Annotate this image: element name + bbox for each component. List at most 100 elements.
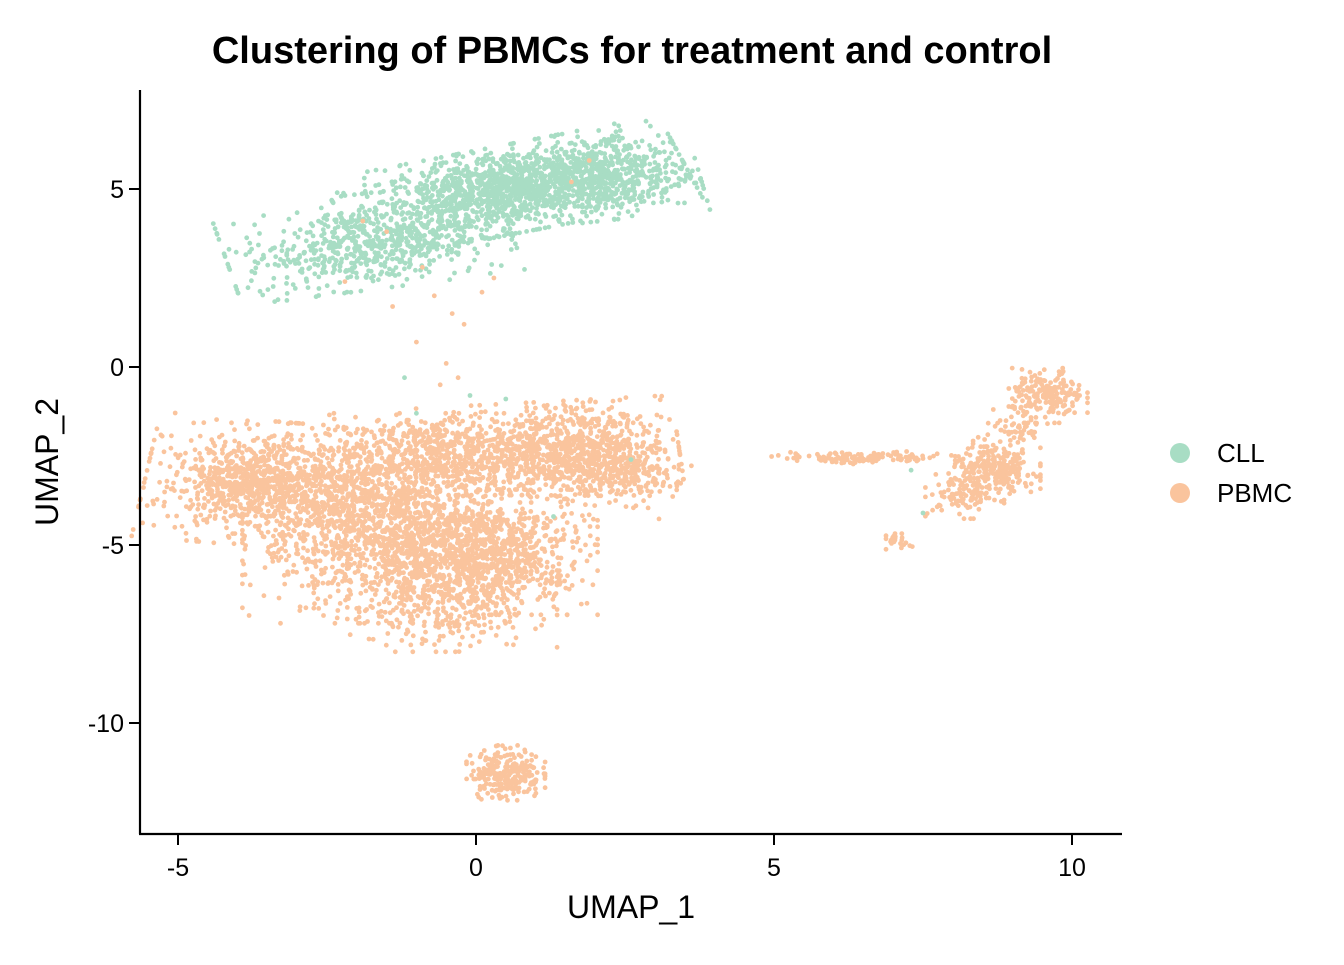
data-point bbox=[616, 123, 622, 129]
data-point bbox=[321, 613, 326, 618]
data-point bbox=[295, 234, 301, 240]
data-point bbox=[474, 185, 479, 191]
data-point bbox=[614, 186, 620, 192]
data-point bbox=[620, 166, 626, 172]
data-point bbox=[575, 168, 580, 174]
data-point bbox=[510, 186, 515, 191]
data-point bbox=[325, 581, 331, 586]
data-point bbox=[236, 440, 242, 446]
data-point bbox=[403, 161, 409, 167]
data-point bbox=[294, 551, 299, 556]
data-point bbox=[222, 439, 228, 445]
data-point bbox=[561, 195, 567, 200]
data-point bbox=[482, 236, 488, 241]
data-point bbox=[332, 262, 338, 267]
data-point bbox=[597, 200, 603, 205]
data-point bbox=[449, 237, 455, 243]
data-point bbox=[575, 203, 581, 209]
data-point bbox=[620, 135, 625, 141]
data-point bbox=[273, 254, 279, 260]
data-point bbox=[495, 160, 500, 166]
data-point bbox=[304, 230, 310, 236]
data-point bbox=[508, 247, 514, 252]
data-point bbox=[480, 156, 485, 162]
data-point bbox=[426, 204, 432, 210]
data-point bbox=[392, 273, 398, 278]
data-point bbox=[346, 235, 352, 241]
data-point bbox=[230, 531, 236, 536]
data-point bbox=[407, 257, 413, 262]
data-point bbox=[446, 233, 451, 238]
data-point bbox=[401, 484, 406, 489]
data-point bbox=[456, 192, 462, 197]
data-point bbox=[330, 556, 336, 562]
data-point bbox=[387, 600, 392, 606]
data-point bbox=[335, 588, 341, 594]
data-point bbox=[252, 478, 258, 484]
data-point bbox=[267, 478, 272, 484]
data-point bbox=[290, 446, 296, 452]
data-point bbox=[271, 533, 276, 539]
data-point bbox=[472, 246, 478, 252]
data-point bbox=[478, 233, 484, 238]
data-point bbox=[320, 580, 326, 586]
data-point bbox=[603, 201, 608, 207]
data-point bbox=[294, 515, 300, 520]
data-point bbox=[586, 200, 592, 206]
data-point bbox=[507, 226, 513, 232]
data-point bbox=[399, 550, 404, 556]
data-point bbox=[490, 156, 496, 162]
data-point bbox=[253, 513, 258, 519]
data-point bbox=[291, 243, 297, 249]
data-point bbox=[563, 201, 569, 207]
data-point bbox=[244, 512, 250, 518]
data-point bbox=[214, 505, 220, 510]
data-point bbox=[537, 226, 543, 232]
data-point bbox=[337, 211, 342, 217]
data-point bbox=[274, 450, 280, 455]
data-point bbox=[663, 186, 669, 191]
data-point bbox=[242, 572, 248, 577]
data-point bbox=[397, 162, 403, 168]
data-point bbox=[479, 227, 484, 233]
data-point bbox=[212, 516, 218, 521]
data-point bbox=[384, 256, 390, 261]
data-point bbox=[632, 192, 638, 198]
data-point bbox=[449, 247, 455, 252]
data-point bbox=[479, 178, 484, 184]
data-point bbox=[570, 220, 576, 225]
data-point bbox=[397, 476, 402, 482]
data-point bbox=[536, 183, 542, 189]
data-point bbox=[335, 250, 340, 256]
data-point bbox=[323, 270, 329, 275]
data-point bbox=[700, 194, 705, 200]
data-point bbox=[265, 519, 271, 525]
data-point bbox=[216, 237, 222, 242]
data-point bbox=[429, 166, 435, 171]
data-point bbox=[629, 157, 634, 163]
data-point bbox=[399, 248, 405, 254]
data-point bbox=[247, 582, 253, 588]
data-point bbox=[259, 530, 264, 536]
data-point bbox=[334, 494, 339, 499]
data-point bbox=[487, 184, 493, 190]
data-point bbox=[378, 262, 384, 267]
data-point bbox=[280, 537, 286, 542]
data-point bbox=[362, 494, 368, 500]
data-point bbox=[469, 236, 474, 242]
data-point bbox=[510, 169, 516, 175]
data-point bbox=[474, 200, 480, 206]
data-point bbox=[253, 265, 259, 271]
data-point bbox=[541, 202, 547, 208]
data-point bbox=[351, 491, 357, 497]
data-point bbox=[214, 231, 220, 237]
data-point bbox=[259, 496, 265, 501]
data-point bbox=[381, 556, 387, 562]
data-point bbox=[397, 620, 403, 626]
data-point bbox=[446, 223, 451, 229]
data-point bbox=[201, 420, 207, 426]
data-point bbox=[522, 189, 528, 195]
data-point bbox=[267, 551, 273, 557]
data-point bbox=[538, 155, 544, 161]
data-point bbox=[249, 246, 255, 252]
